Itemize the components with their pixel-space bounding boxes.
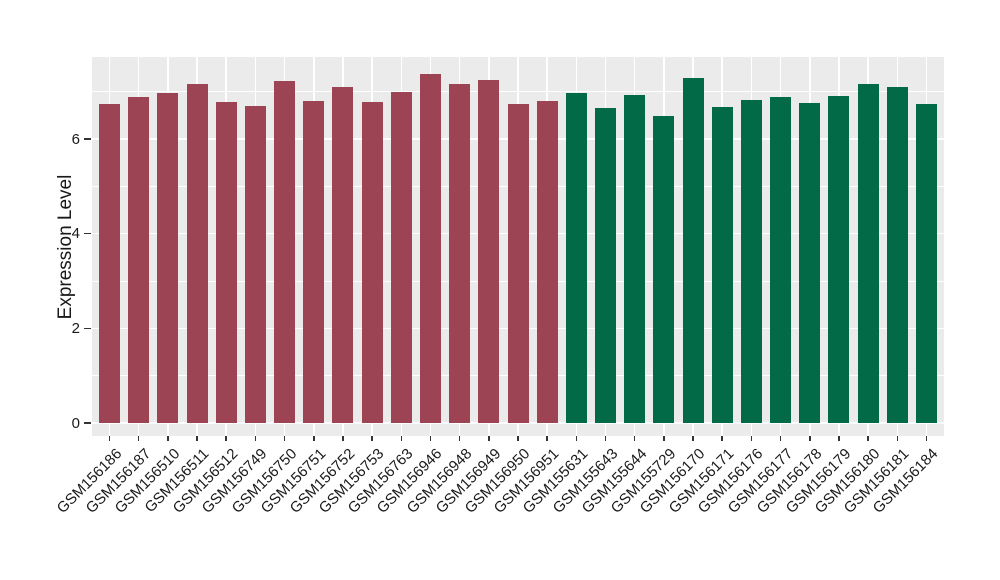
x-tick-mark bbox=[400, 436, 403, 441]
x-tick-mark bbox=[458, 436, 461, 441]
x-tick-mark bbox=[137, 436, 140, 441]
gridline-horizontal-major bbox=[92, 422, 944, 424]
x-tick-mark bbox=[371, 436, 373, 441]
plot-panel bbox=[92, 57, 944, 436]
bar-GSM156946 bbox=[419, 74, 441, 423]
bar-GSM155631 bbox=[565, 93, 587, 423]
x-tick-mark bbox=[633, 436, 636, 441]
bar-GSM156181 bbox=[886, 86, 908, 423]
bar-GSM156177 bbox=[770, 96, 792, 423]
bar-GSM156751 bbox=[303, 101, 325, 423]
bar-GSM156171 bbox=[711, 106, 733, 423]
y-axis-title: Expression Level bbox=[55, 174, 76, 320]
bar-GSM156511 bbox=[186, 84, 208, 423]
x-tick-mark bbox=[896, 436, 899, 441]
bar-GSM156510 bbox=[157, 92, 179, 423]
x-tick-mark bbox=[575, 436, 578, 441]
bar-GSM156186 bbox=[99, 104, 120, 423]
x-tick-mark bbox=[779, 436, 782, 441]
x-tick-mark bbox=[283, 436, 286, 441]
bar-GSM156187 bbox=[128, 96, 150, 423]
x-tick-mark bbox=[313, 436, 315, 441]
x-tick-mark bbox=[809, 436, 811, 441]
bar-GSM156180 bbox=[857, 83, 879, 423]
gridline-horizontal-minor bbox=[92, 91, 944, 93]
bar-GSM156184 bbox=[915, 103, 937, 423]
y-tick-label: 6 bbox=[71, 130, 80, 148]
x-tick-mark bbox=[663, 436, 665, 441]
bar-GSM156512 bbox=[215, 102, 237, 423]
bar-GSM155729 bbox=[653, 116, 675, 423]
x-tick-mark bbox=[721, 436, 723, 441]
bar-GSM156763 bbox=[390, 91, 412, 423]
bar-GSM156753 bbox=[361, 102, 383, 423]
x-tick-mark bbox=[108, 436, 111, 441]
bar-GSM156949 bbox=[478, 79, 500, 423]
bar-GSM155643 bbox=[595, 107, 617, 423]
x-tick-mark bbox=[167, 436, 169, 441]
bar-GSM156752 bbox=[332, 86, 354, 423]
y-tick-label: 0 bbox=[71, 414, 80, 432]
y-tick-mark bbox=[84, 327, 91, 330]
x-tick-mark bbox=[604, 436, 607, 441]
bar-GSM156178 bbox=[799, 102, 821, 423]
x-tick-mark bbox=[838, 436, 840, 441]
x-tick-mark bbox=[546, 436, 548, 441]
bar-GSM156749 bbox=[244, 105, 266, 423]
bar-GSM156948 bbox=[449, 84, 471, 423]
x-tick-mark bbox=[342, 436, 344, 441]
bar-GSM156950 bbox=[507, 103, 529, 423]
y-tick-mark bbox=[84, 138, 91, 140]
y-tick-label: 4 bbox=[71, 225, 80, 243]
bar-GSM156750 bbox=[274, 80, 296, 423]
bar-GSM156951 bbox=[536, 100, 558, 423]
x-tick-mark bbox=[925, 436, 928, 441]
bar-GSM156179 bbox=[828, 96, 850, 423]
x-tick-mark bbox=[254, 436, 257, 441]
y-tick-label: 2 bbox=[71, 319, 80, 337]
bar-GSM156176 bbox=[740, 100, 762, 423]
bar-GSM156170 bbox=[682, 77, 704, 423]
x-tick-mark bbox=[867, 436, 869, 441]
bar-GSM155644 bbox=[624, 95, 646, 423]
x-tick-mark bbox=[196, 436, 198, 441]
y-tick-mark bbox=[84, 422, 91, 424]
x-tick-mark bbox=[692, 436, 694, 441]
y-tick-mark bbox=[84, 232, 91, 235]
x-tick-mark bbox=[225, 436, 227, 441]
x-tick-mark bbox=[750, 436, 753, 441]
x-tick-mark bbox=[429, 436, 432, 441]
x-tick-mark bbox=[517, 436, 519, 441]
x-tick-mark bbox=[488, 436, 490, 441]
